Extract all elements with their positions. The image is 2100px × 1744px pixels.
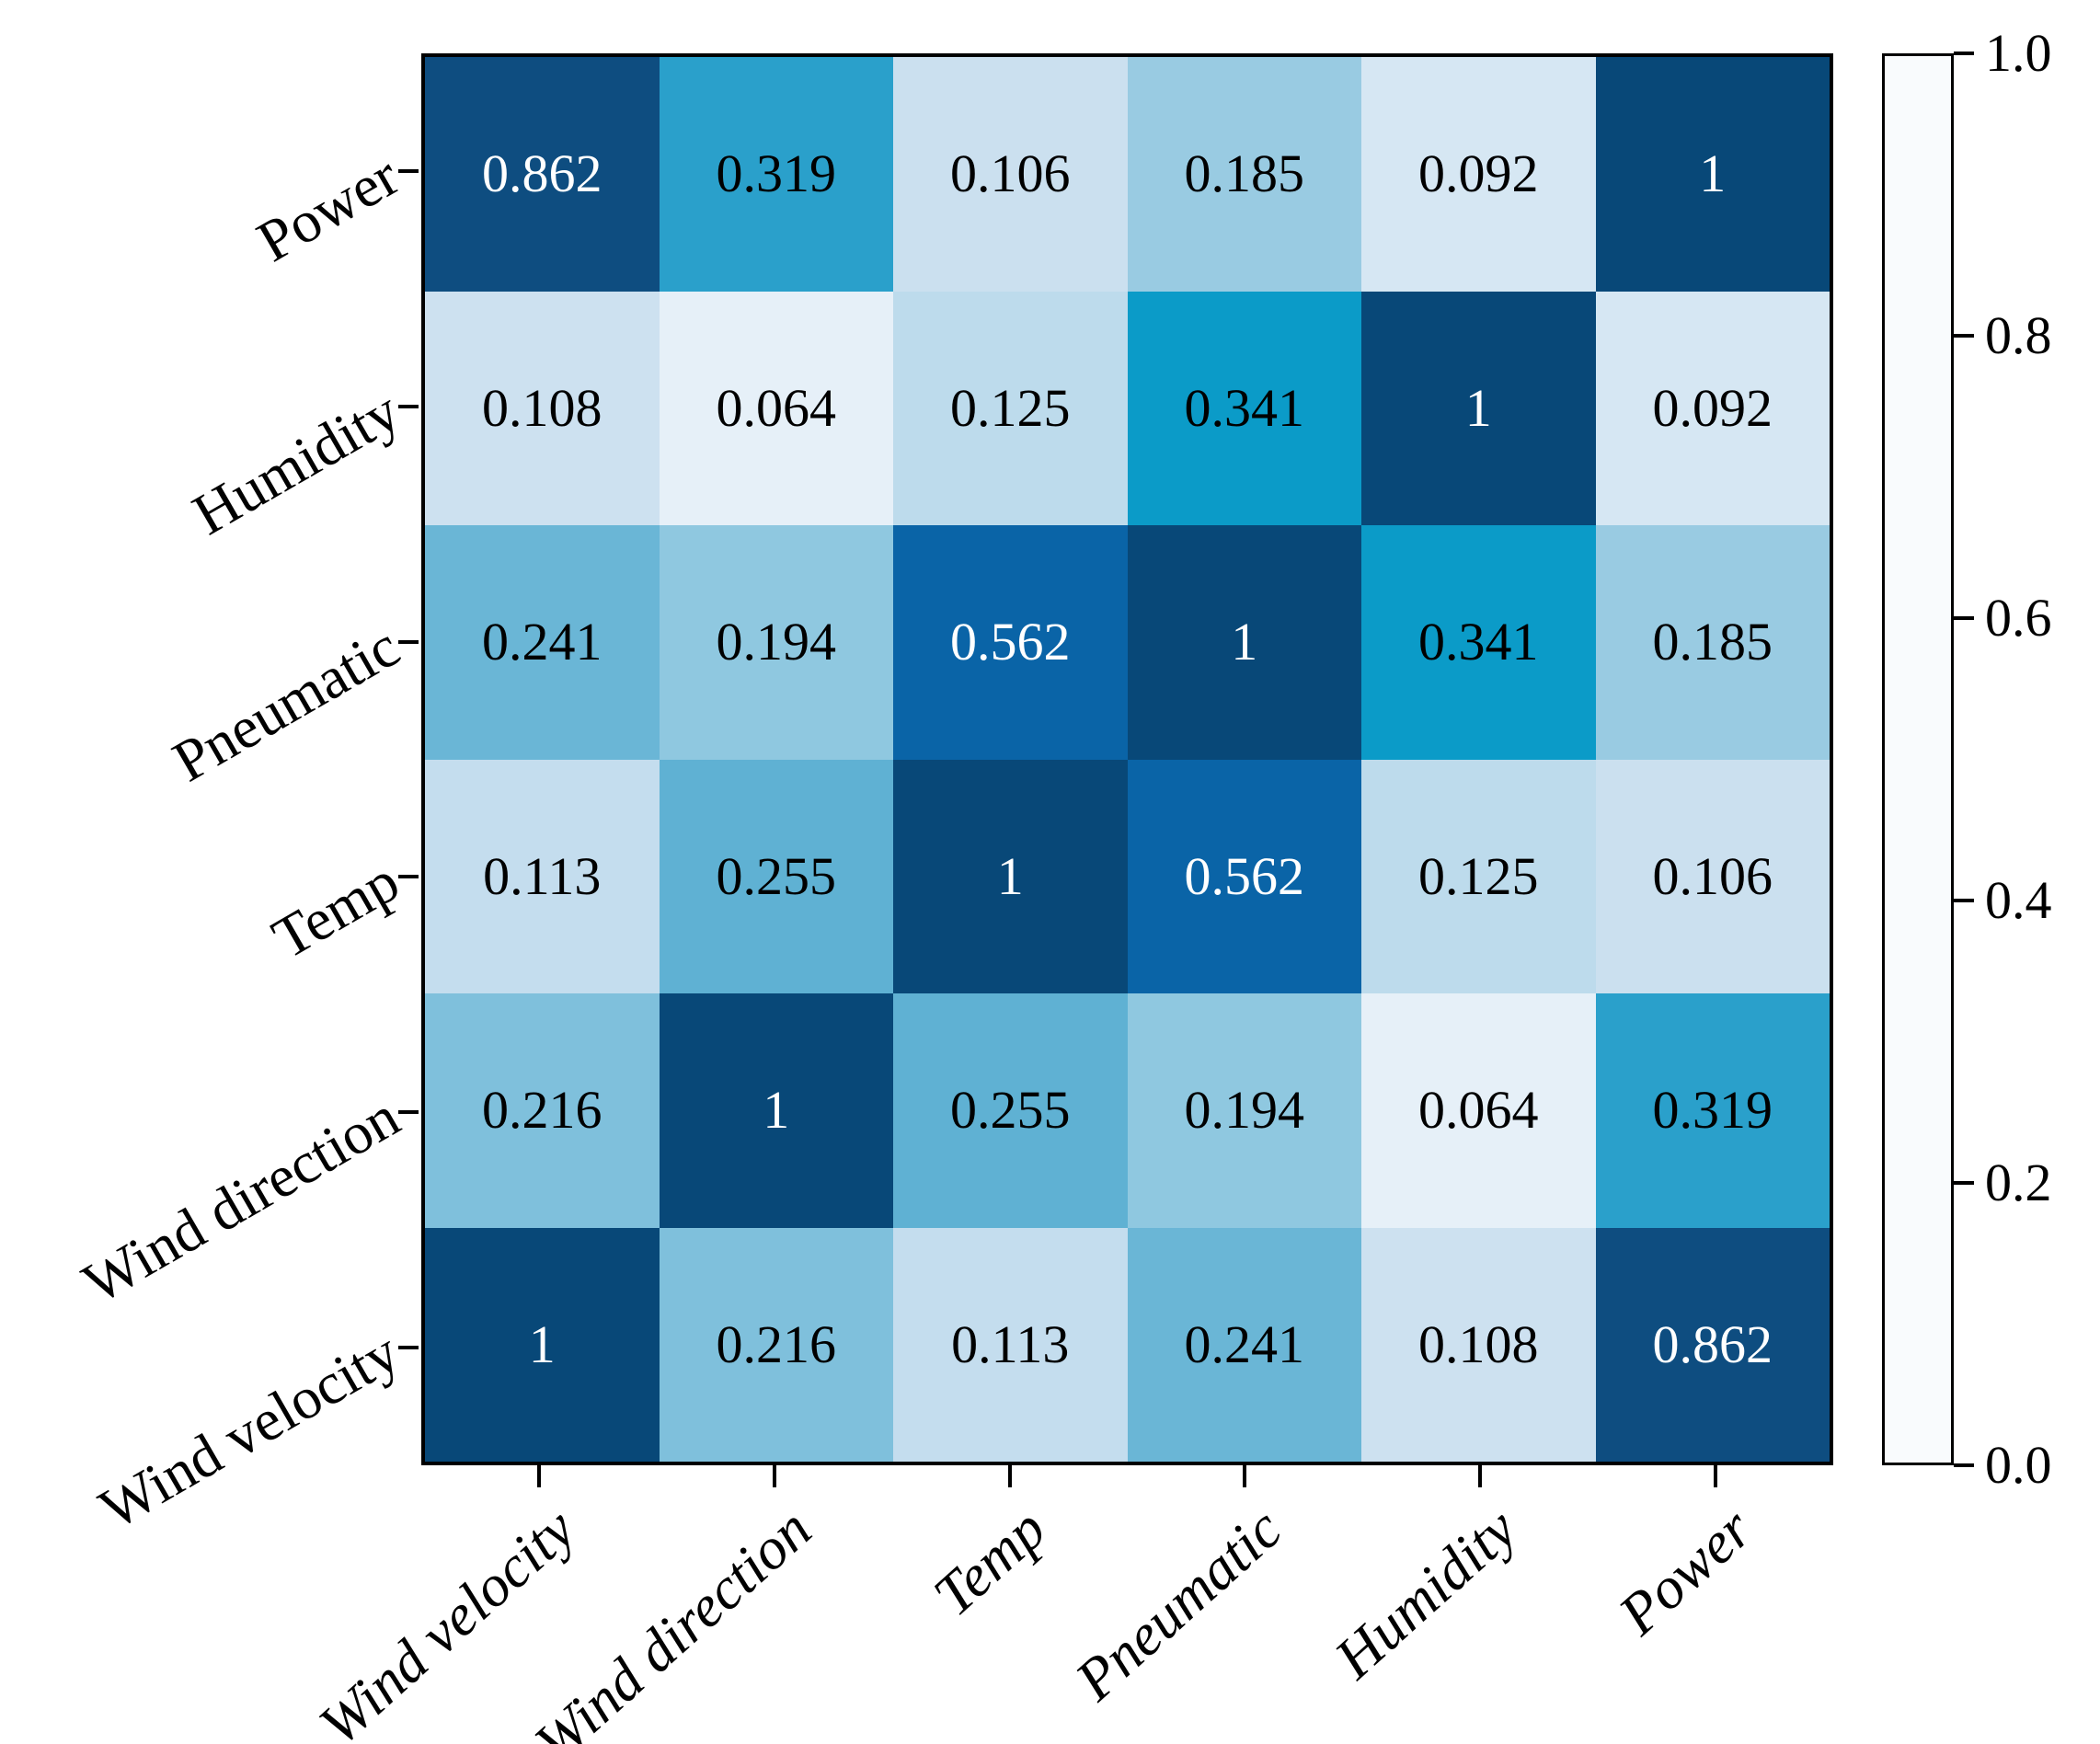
heatmap-cell: 1 [659,993,893,1228]
x-axis-tick-label: Temp [921,1496,1059,1629]
colorbar-tick-label: 0.0 [1985,1435,2052,1495]
colorbar-tick-mark [1954,899,1974,902]
colorbar-tick-label: 0.6 [1985,588,2052,648]
colorbar [1882,53,1954,1465]
x-tick-mark [1243,1465,1247,1487]
x-tick-mark [1714,1465,1718,1487]
y-axis-tick-label: Humidity [181,377,410,547]
heatmap-cell: 0.108 [1361,1227,1596,1462]
heatmap-cell: 0.562 [893,525,1128,760]
colorbar-tick-mark [1954,1181,1974,1185]
colorbar-tick-mark [1954,1463,1974,1467]
heatmap-cell: 0.125 [1361,759,1596,993]
heatmap-cell: 1 [1127,525,1361,760]
y-tick-mark [398,168,419,173]
heatmap-cell: 0.064 [659,291,893,525]
heatmap-cell: 0.341 [1361,525,1596,760]
y-tick-mark [398,404,419,408]
heatmap-cell: 0.092 [1595,291,1830,525]
colorbar-tick-label: 0.2 [1985,1153,2052,1212]
heatmap-cell: 1 [893,759,1128,993]
y-tick-mark [398,1110,419,1115]
heatmap-cell: 0.562 [1127,759,1361,993]
y-tick-mark [398,875,419,879]
y-axis-tick-label: Pneumatic [162,613,410,794]
heatmap-cell: 0.341 [1127,291,1361,525]
x-tick-mark [1478,1465,1483,1487]
y-axis-tick-label: Temp [261,848,410,972]
heatmap-cell: 0.216 [425,993,660,1228]
heatmap-cell: 0.319 [1595,993,1830,1228]
y-axis-tick-label: Wind velocity [88,1318,410,1543]
heatmap-grid: 0.862 0.319 0.106 0.185 0.092 1 0.108 0.064 0.12… [421,53,1833,1465]
x-tick-mark [536,1465,541,1487]
heatmap-cell: 0.125 [893,291,1128,525]
heatmap-cell: 0.862 [425,57,660,292]
heatmap-cell: 0.241 [425,525,660,760]
heatmap-cell: 0.241 [1127,1227,1361,1462]
heatmap-cell: 0.319 [659,57,893,292]
y-axis-tick-label: Wind direction [72,1084,410,1317]
colorbar-tick-label: 1.0 [1985,23,2052,83]
colorbar-tick-label: 0.4 [1985,870,2052,930]
colorbar-tick-mark [1954,334,1974,338]
heatmap-cell: 1 [1595,57,1830,292]
heatmap-cell: 0.862 [1595,1227,1830,1462]
heatmap-cell: 0.092 [1361,57,1596,292]
y-tick-mark [398,639,419,644]
heatmap-cell: 0.185 [1595,525,1830,760]
colorbar-tick-label: 0.8 [1985,305,2052,365]
x-axis-tick-label: Humidity [1322,1496,1530,1692]
x-axis-tick-label: Pneumatic [1062,1496,1294,1713]
heatmap-cell: 0.113 [893,1227,1128,1462]
heatmap-cell: 0.255 [893,993,1128,1228]
heatmap-cell: 0.255 [659,759,893,993]
heatmap-cell: 0.194 [1127,993,1361,1228]
heatmap-cell: 1 [1361,291,1596,525]
y-tick-mark [398,1346,419,1350]
heatmap-cell: 0.064 [1361,993,1596,1228]
heatmap-cell: 0.106 [893,57,1128,292]
heatmap-cell: 0.108 [425,291,660,525]
heatmap-cell: 0.216 [659,1227,893,1462]
x-axis-tick-label: Power [1606,1496,1764,1647]
colorbar-tick-mark [1954,616,1974,620]
x-tick-mark [1007,1465,1012,1487]
heatmap-cell: 1 [425,1227,660,1462]
heatmap-cell: 0.113 [425,759,660,993]
y-axis-tick-label: Power [247,142,410,274]
heatmap-cell: 0.106 [1595,759,1830,993]
x-tick-mark [772,1465,776,1487]
heatmap-cell: 0.194 [659,525,893,760]
colorbar-tick-mark [1954,52,1974,55]
heatmap-cell: 0.185 [1127,57,1361,292]
